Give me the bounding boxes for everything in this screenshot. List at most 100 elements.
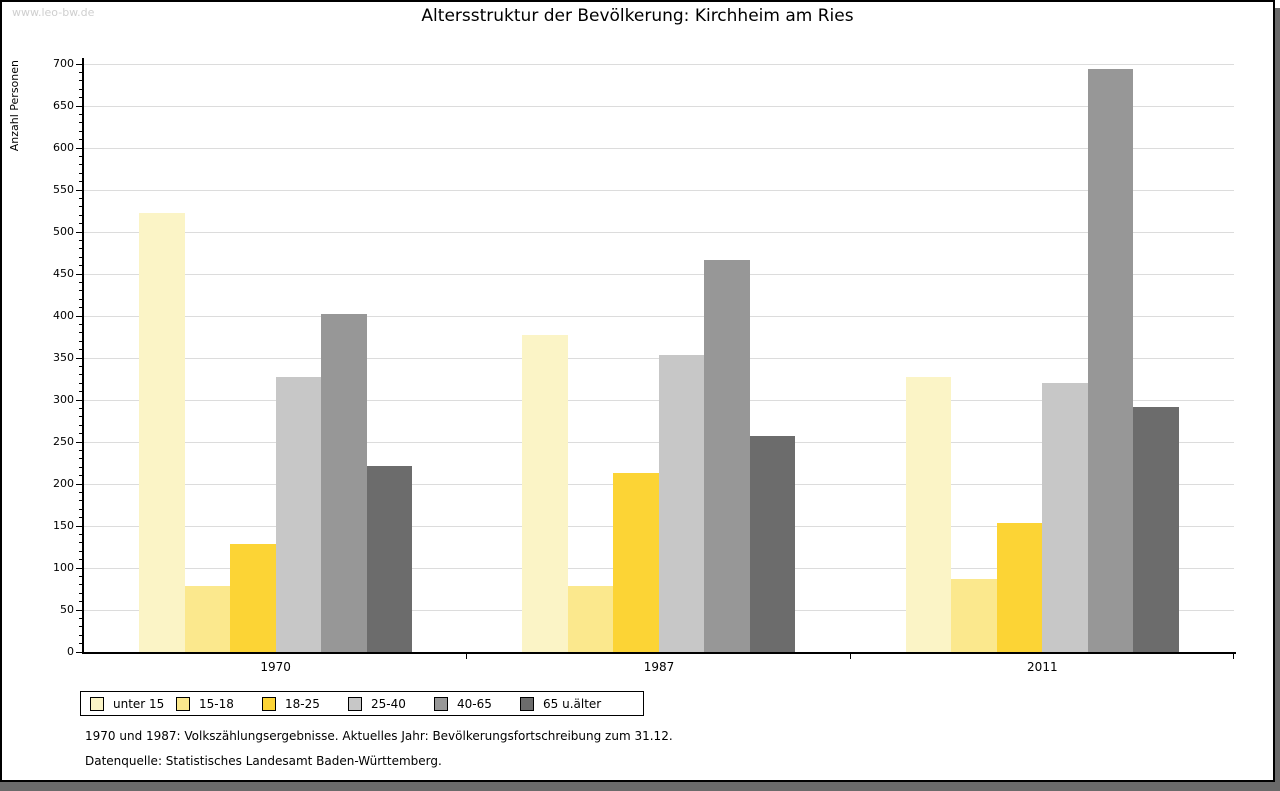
y-axis-minor-tick <box>79 365 82 367</box>
y-tick-label: 400 <box>53 309 74 322</box>
y-axis-major-tick <box>76 399 82 401</box>
y-axis-minor-tick <box>79 634 82 636</box>
y-axis-minor-tick <box>79 256 82 258</box>
y-axis-minor-tick <box>79 139 82 141</box>
gridline <box>84 274 1234 275</box>
gridline <box>84 64 1234 65</box>
y-axis-minor-tick <box>79 340 82 342</box>
y-tick-label: 100 <box>53 561 74 574</box>
y-axis-minor-tick <box>79 407 82 409</box>
bar-40-65-1970 <box>321 314 367 652</box>
chart-title: Altersstruktur der Bevölkerung: Kirchhei… <box>421 6 854 26</box>
y-tick-label: 300 <box>53 393 74 406</box>
x-axis-tick <box>1233 654 1234 659</box>
gridline <box>84 190 1234 191</box>
y-axis-major-tick <box>76 357 82 359</box>
legend-swatch <box>434 696 448 711</box>
y-axis-minor-tick <box>79 181 82 183</box>
y-axis-line <box>82 58 84 654</box>
x-axis-label-1987: 1987 <box>643 660 675 674</box>
y-tick-label: 50 <box>60 603 74 616</box>
legend-item: 18-25 <box>262 696 348 711</box>
bar-group-1987 <box>467 64 850 652</box>
y-axis-minor-tick <box>79 391 82 393</box>
legend-swatch <box>348 696 362 711</box>
x-axis-label-2011: 2011 <box>1027 660 1058 674</box>
y-axis-major-tick <box>76 273 82 275</box>
y-axis-major-tick <box>76 483 82 485</box>
y-axis-major-tick <box>76 315 82 317</box>
y-axis-minor-tick <box>79 88 82 90</box>
bar-unter-15-1970 <box>139 212 185 652</box>
bar-65-u-lter-2011 <box>1133 406 1179 652</box>
y-tick-label: 500 <box>53 225 74 238</box>
footnote-data-source: Datenquelle: Statistisches Landesamt Bad… <box>85 754 442 768</box>
y-axis-minor-tick <box>79 323 82 325</box>
legend-swatch <box>176 696 190 711</box>
y-axis-minor-tick <box>79 617 82 619</box>
y-axis-minor-tick <box>79 575 82 577</box>
bar-15-18-1970 <box>184 586 231 652</box>
gridline <box>84 106 1234 107</box>
y-axis-minor-tick <box>79 500 82 502</box>
legend-label: 25-40 <box>371 696 406 711</box>
legend: unter 15 15-18 18-25 25-40 40-65 65 u.älter <box>80 691 644 716</box>
legend-label: 18-25 <box>285 696 320 711</box>
y-axis-minor-tick <box>79 491 82 493</box>
y-axis-minor-tick <box>79 433 82 435</box>
page-shadow-bottom <box>0 782 1280 791</box>
bar-18-25-1970 <box>230 544 276 652</box>
bar-group-1970 <box>84 64 467 652</box>
legend-item: 40-65 <box>434 696 520 711</box>
y-axis-major-tick <box>76 105 82 107</box>
bar-25-40-1987 <box>658 355 705 652</box>
bar-15-18-2011 <box>951 578 997 652</box>
y-axis-minor-tick <box>79 265 82 267</box>
y-axis-minor-tick <box>79 197 82 199</box>
y-axis-major-tick <box>76 441 82 443</box>
bar-25-40-1970 <box>275 377 322 652</box>
legend-swatch <box>262 696 276 711</box>
y-axis-major-tick <box>76 567 82 569</box>
bar-65-u-lter-1970 <box>366 465 413 652</box>
y-axis-minor-tick <box>79 542 82 544</box>
y-axis-minor-tick <box>79 643 82 645</box>
x-axis-line <box>82 652 1236 654</box>
y-axis-minor-tick <box>79 290 82 292</box>
y-axis-minor-tick <box>79 533 82 535</box>
y-tick-label: 450 <box>53 267 74 280</box>
y-axis-minor-tick <box>79 626 82 628</box>
bar-18-25-2011 <box>996 523 1043 652</box>
y-axis-minor-tick <box>79 164 82 166</box>
bar-18-25-1987 <box>613 473 659 652</box>
y-axis-minor-tick <box>79 475 82 477</box>
y-axis-minor-tick <box>79 122 82 124</box>
legend-item: 65 u.älter <box>520 696 602 711</box>
y-axis-minor-tick <box>79 349 82 351</box>
page-shadow-right <box>1275 8 1280 782</box>
y-axis-minor-tick <box>79 80 82 82</box>
legend-label: 65 u.älter <box>543 696 602 711</box>
legend-swatch <box>90 696 104 711</box>
y-axis-title: Anzahl Personen <box>8 60 21 152</box>
legend-item: 25-40 <box>348 696 434 711</box>
y-axis-minor-tick <box>79 298 82 300</box>
y-tick-label: 150 <box>53 519 74 532</box>
y-tick-label: 250 <box>53 435 74 448</box>
y-axis-minor-tick <box>79 281 82 283</box>
y-axis-minor-tick <box>79 601 82 603</box>
y-axis-minor-tick <box>79 155 82 157</box>
y-tick-label: 350 <box>53 351 74 364</box>
y-axis-minor-tick <box>79 508 82 510</box>
bar-25-40-2011 <box>1042 383 1088 652</box>
x-axis-tick <box>849 654 851 659</box>
y-axis-minor-tick <box>79 550 82 552</box>
gridline <box>84 232 1234 233</box>
y-axis-minor-tick <box>79 113 82 115</box>
y-axis-minor-tick <box>79 332 82 334</box>
y-axis-minor-tick <box>79 97 82 99</box>
y-axis-major-tick <box>76 525 82 527</box>
y-axis-minor-tick <box>79 214 82 216</box>
